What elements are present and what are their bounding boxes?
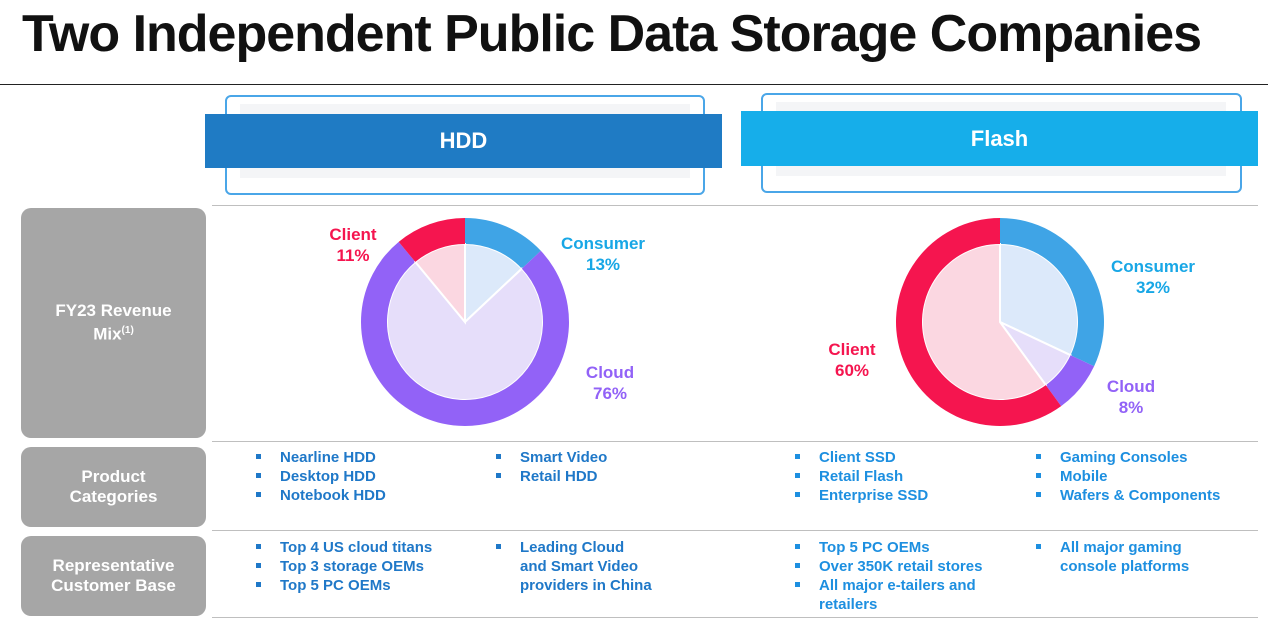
revenue-mix-label-line1: FY23 Revenue	[55, 301, 172, 321]
hdd-revenue-donut	[361, 218, 569, 426]
flash-customers-col1: Top 5 PC OEMs Over 350K retail stores Al…	[793, 538, 982, 614]
flash-products-col1: Client SSD Retail Flash Enterprise SSD	[793, 448, 928, 505]
list-item: Leading Cloud and Smart Video providers …	[494, 538, 652, 595]
row-divider	[212, 205, 1258, 206]
list-item-line: console platforms	[1060, 558, 1190, 575]
hdd-header-band: HDD	[205, 114, 722, 168]
hdd-client-pct: 11%	[336, 246, 370, 265]
flash-cloud-label: Cloud 8%	[1096, 376, 1166, 418]
donut-slice-client	[398, 218, 465, 262]
donut-slice-cloud	[1045, 355, 1095, 407]
hdd-cloud-name: Cloud	[585, 363, 635, 382]
hdd-consumer-name: Consumer	[560, 234, 646, 253]
hdd-products-col2: Smart Video Retail HDD	[494, 448, 607, 486]
footnote-marker: (1)	[121, 325, 134, 337]
list-item-line: providers in China	[520, 577, 652, 594]
hdd-client-label: Client 11%	[316, 224, 390, 266]
product-categories-line2: Categories	[69, 487, 158, 506]
list-item: Retail HDD	[494, 467, 607, 486]
hdd-cloud-pct: 76%	[592, 384, 628, 403]
flash-cloud-pct: 8%	[1118, 398, 1144, 417]
flash-consumer-name: Consumer	[1110, 257, 1196, 276]
flash-consumer-pct: 32%	[1135, 278, 1171, 297]
row-divider	[212, 441, 1258, 442]
title-divider	[0, 84, 1268, 85]
list-item: Nearline HDD	[254, 448, 386, 467]
flash-client-pct: 60%	[834, 361, 870, 380]
flash-customers-col2: All major gaming console platforms	[1034, 538, 1189, 576]
list-item: Top 3 storage OEMs	[254, 557, 432, 576]
row-divider	[212, 530, 1258, 531]
customer-base-line1: Representative	[52, 556, 175, 575]
list-item-line: All major e-tailers and	[819, 577, 976, 594]
revenue-mix-label-line2: Mix(1)	[55, 321, 171, 345]
product-categories-label: Product Categories	[21, 447, 206, 527]
list-item: Top 5 PC OEMs	[254, 576, 432, 595]
hdd-consumer-pct: 13%	[585, 255, 621, 274]
flash-cloud-name: Cloud	[1106, 377, 1156, 396]
list-item: Gaming Consoles	[1034, 448, 1220, 467]
list-item-line: Leading Cloud	[520, 539, 625, 556]
list-item: Retail Flash	[793, 467, 928, 486]
hdd-customers-col1: Top 4 US cloud titans Top 3 storage OEMs…	[254, 538, 432, 595]
hdd-cloud-label: Cloud 76%	[570, 362, 650, 404]
flash-client-name: Client	[828, 340, 876, 359]
row-divider	[212, 617, 1258, 618]
customer-base-line2: Customer Base	[51, 576, 176, 595]
list-item: Over 350K retail stores	[793, 557, 982, 576]
list-item: Desktop HDD	[254, 467, 386, 486]
list-item: Enterprise SSD	[793, 486, 928, 505]
donut-slice-cloud	[361, 241, 569, 426]
list-item: Smart Video	[494, 448, 607, 467]
hdd-customers-col2: Leading Cloud and Smart Video providers …	[494, 538, 652, 595]
flash-revenue-donut	[896, 218, 1104, 426]
flash-header-band: Flash	[741, 111, 1258, 166]
list-item: Notebook HDD	[254, 486, 386, 505]
product-categories-line1: Product	[81, 467, 146, 486]
donut-slice-client	[896, 218, 1062, 426]
flash-products-col2: Gaming Consoles Mobile Wafers & Componen…	[1034, 448, 1220, 505]
list-item: All major gaming console platforms	[1034, 538, 1189, 576]
list-item: Top 4 US cloud titans	[254, 538, 432, 557]
list-item: Client SSD	[793, 448, 928, 467]
page-title: Two Independent Public Data Storage Comp…	[22, 5, 1202, 63]
hdd-client-name: Client	[329, 225, 377, 244]
list-item: Top 5 PC OEMs	[793, 538, 982, 557]
list-item-line: All major gaming	[1060, 539, 1182, 556]
donut-inner-slice-cloud	[386, 260, 544, 401]
list-item: All major e-tailers and retailers	[793, 576, 982, 614]
hdd-consumer-label: Consumer 13%	[548, 233, 658, 275]
hdd-products-col1: Nearline HDD Desktop HDD Notebook HDD	[254, 448, 386, 505]
list-item-line: retailers	[819, 596, 878, 613]
flash-consumer-label: Consumer 32%	[1098, 256, 1208, 298]
list-item: Wafers & Components	[1034, 486, 1220, 505]
list-item-line: and Smart Video	[520, 558, 639, 575]
list-item: Mobile	[1034, 467, 1220, 486]
revenue-mix-label: FY23 Revenue Mix(1)	[21, 208, 206, 438]
donut-slice-consumer	[1000, 218, 1104, 367]
donut-slice-consumer	[465, 218, 541, 269]
flash-client-label: Client 60%	[812, 339, 892, 381]
donut-inner-slice-consumer	[464, 242, 524, 325]
customer-base-label: Representative Customer Base	[21, 536, 206, 616]
revenue-mix-word: Mix	[93, 324, 122, 344]
